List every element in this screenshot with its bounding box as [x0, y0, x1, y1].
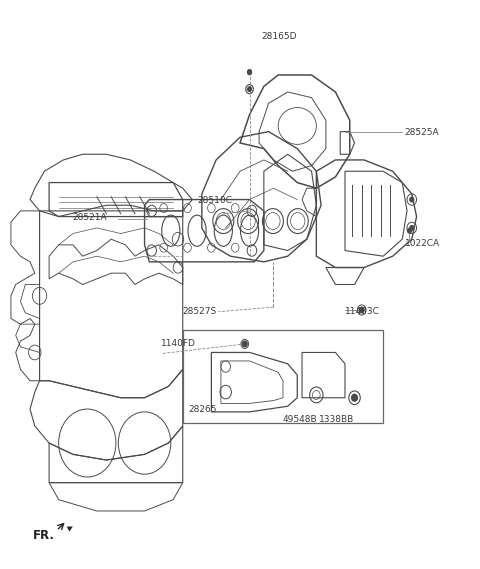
- Circle shape: [248, 87, 252, 92]
- Circle shape: [408, 228, 411, 233]
- Text: 28521A: 28521A: [72, 213, 107, 222]
- Text: 28525A: 28525A: [405, 128, 439, 137]
- Circle shape: [248, 70, 252, 75]
- Text: 1022CA: 1022CA: [405, 239, 440, 248]
- Circle shape: [360, 307, 364, 313]
- Circle shape: [248, 70, 252, 75]
- Text: 28265: 28265: [189, 405, 217, 414]
- Circle shape: [410, 197, 414, 202]
- Text: 28527S: 28527S: [183, 307, 217, 316]
- Circle shape: [352, 394, 358, 401]
- Text: 49548B: 49548B: [283, 415, 318, 424]
- Circle shape: [410, 226, 414, 230]
- Circle shape: [242, 341, 247, 347]
- Text: FR.: FR.: [33, 529, 54, 542]
- Text: 28165D: 28165D: [262, 32, 297, 41]
- Text: 28510C: 28510C: [197, 196, 232, 205]
- Text: 1338BB: 1338BB: [319, 415, 354, 424]
- Text: 11403C: 11403C: [345, 307, 380, 316]
- Text: 1140FD: 1140FD: [161, 340, 196, 348]
